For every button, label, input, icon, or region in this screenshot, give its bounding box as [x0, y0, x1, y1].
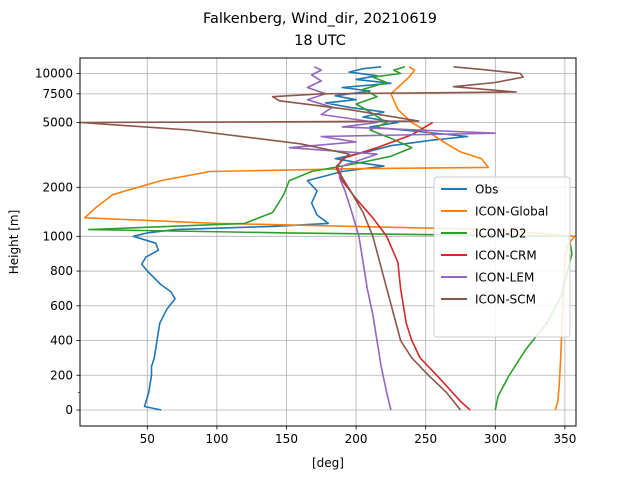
x-tick-label: 150 — [275, 432, 298, 446]
legend: Obs ICON-Global ICON-D2 ICON-CRM ICON-LEM ICO… — [433, 176, 571, 338]
plot-frame — [79, 57, 577, 427]
x-tick-label: 200 — [345, 432, 368, 446]
x-tick-label: 300 — [484, 432, 507, 446]
y-tick-label: 1000 — [42, 229, 73, 243]
legend-label: ICON-CRM — [475, 249, 537, 263]
y-axis-label: Height [m] — [7, 210, 21, 275]
legend-label: ICON-Global — [475, 205, 548, 219]
series-line-obs — [132, 66, 469, 411]
y-tick-label: 200 — [50, 368, 73, 382]
y-tick-label: 2000 — [42, 180, 73, 194]
chart-subtitle: 18 UTC — [294, 33, 346, 49]
legend-box — [433, 176, 571, 338]
chart-title: Falkenberg, Wind_dir, 20210619 — [203, 11, 437, 27]
x-tick-label: 50 — [140, 432, 155, 446]
series-line-icon-scm — [80, 66, 524, 411]
y-tick-label: 5000 — [42, 116, 73, 130]
legend-label: ICON-LEM — [475, 271, 534, 285]
y-tick-label: 0 — [65, 403, 73, 417]
y-tick-label: 800 — [50, 264, 73, 278]
y-tick-label: 600 — [50, 299, 73, 313]
legend-label: Obs — [475, 183, 498, 197]
x-tick-label: 250 — [414, 432, 437, 446]
legend-label: ICON-SCM — [475, 293, 536, 307]
y-tick-label: 7500 — [42, 87, 73, 101]
x-axis-label: [deg] — [312, 456, 344, 470]
y-tick-label: 400 — [50, 334, 73, 348]
series-line-icon-crm — [335, 121, 471, 411]
series-line-icon-lem — [288, 66, 497, 411]
x-axis-ticks: 50 100 150 200 250 300 350 — [140, 426, 576, 446]
y-tick-label: 10000 — [35, 67, 73, 81]
x-tick-label: 350 — [553, 432, 576, 446]
x-tick-label: 100 — [205, 432, 228, 446]
y-axis-ticks: 0 200 400 600 800 1000 2000 5000 7500 10000 — [35, 67, 80, 417]
legend-label: ICON-D2 — [475, 227, 527, 241]
grid — [80, 58, 576, 426]
